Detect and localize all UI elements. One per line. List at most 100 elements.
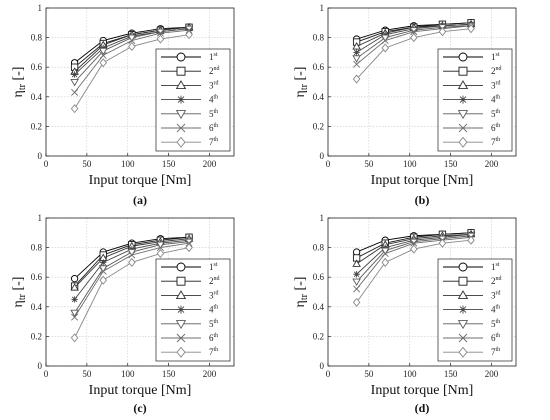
legend-entry-suffix: st [214,52,218,58]
y-axis-label-unit: [-] [293,277,308,295]
legend-entry: 2nd [491,66,502,76]
legend-entry-number: 4 [209,95,214,105]
legend-entry: 1st [209,52,218,62]
legend-entry-number: 2 [209,276,214,286]
y-axis-label: ηtr [-] [11,67,28,98]
data-point [184,238,194,247]
legend-entry-number: 7 [491,347,496,357]
x-axis-label: Input torque [Nm] [371,173,474,188]
data-point [70,283,79,291]
x-tick-label: 200 [485,159,499,169]
x-tick-label: 200 [203,159,217,169]
legend-entry-suffix: th [214,137,219,143]
x-tick-label: 150 [162,369,176,379]
legend-entry-suffix: th [496,319,501,325]
legend-entry: 3rd [491,80,501,90]
data-point [156,29,164,37]
legend-entry-number: 1 [491,262,496,272]
data-point [353,49,360,56]
legend-marker [457,290,469,300]
legend-entry-suffix: nd [496,276,502,282]
plot-frame [327,217,517,367]
legend-entry-suffix: th [214,333,219,339]
data-point [352,74,361,84]
data-point [71,71,78,78]
legend-entry-number: 7 [209,137,214,147]
data-point [128,37,136,45]
legend-marker [176,262,186,272]
legend-marker [176,276,186,286]
data-point [410,239,418,247]
data-point [410,28,418,36]
y-axis-label: ηtr [-] [293,67,310,98]
y-tick-label: 0 [320,151,325,161]
data-point [128,257,136,267]
data-point [438,27,447,37]
legend-marker [458,262,468,272]
legend-entry: 6th [491,333,500,343]
data-point [381,43,390,53]
x-axis-label: Input torque [Nm] [371,383,474,398]
data-point [381,37,389,45]
data-point [71,313,79,321]
y-tick-label: 1 [320,213,325,223]
legend-entry: 3rd [209,80,219,90]
data-point [352,42,361,50]
legend-entry-suffix: th [496,109,501,115]
legend-entry-number: 4 [209,305,214,315]
data-point [410,244,418,254]
legend-entry-suffix: rd [214,290,219,296]
legend-entry-number: 3 [491,290,496,300]
data-point [156,241,165,250]
y-tick-label: 0.4 [31,92,43,102]
legend-entry-number: 6 [209,123,214,133]
series-5th [70,238,194,318]
data-point [99,275,108,285]
data-point [381,257,390,267]
legend-entry-suffix: rd [496,290,501,296]
legend-entry-number: 1 [209,52,214,62]
x-tick-label: 0 [44,159,49,169]
data-point [156,248,165,259]
data-point [70,309,79,318]
legend-entry-number: 7 [209,347,214,357]
legend-entry-number: 1 [209,262,214,272]
legend-entry: 2nd [209,276,220,286]
legend-entry-suffix: th [496,305,501,311]
legend-entry-suffix: rd [214,80,219,86]
legend-marker [458,123,468,133]
y-axis-label-symbol: η [293,90,308,97]
data-point [353,271,360,278]
legend-entry-number: 1 [491,52,496,62]
y-axis-label-subscript: tr [299,293,310,300]
legend-marker [176,66,186,76]
data-point [352,297,361,307]
y-tick-label: 0.2 [313,121,324,131]
x-tick-label: 50 [364,369,374,379]
data-point [409,238,419,247]
data-point [156,244,164,252]
x-tick-label: 50 [364,159,374,169]
data-point [70,275,79,283]
legend-entry: 5th [209,109,218,119]
legend-entry-number: 4 [491,95,496,105]
legend-entry: 5th [491,319,500,329]
data-point [128,41,136,52]
legend-entry-number: 3 [209,80,214,90]
legend-entry-suffix: th [496,137,501,143]
y-axis-label-subscript: tr [17,83,28,90]
y-tick-label: 0.8 [313,33,325,43]
data-point [184,25,194,34]
data-point [70,78,79,87]
y-tick-label: 0.6 [313,272,325,282]
legend-entry: 2nd [209,66,220,76]
x-tick-label: 150 [162,159,176,169]
y-tick-label: 0.6 [313,62,325,72]
legend-entry-suffix: th [496,95,501,101]
data-point [352,259,361,267]
x-axis-label: Input torque [Nm] [89,173,192,188]
